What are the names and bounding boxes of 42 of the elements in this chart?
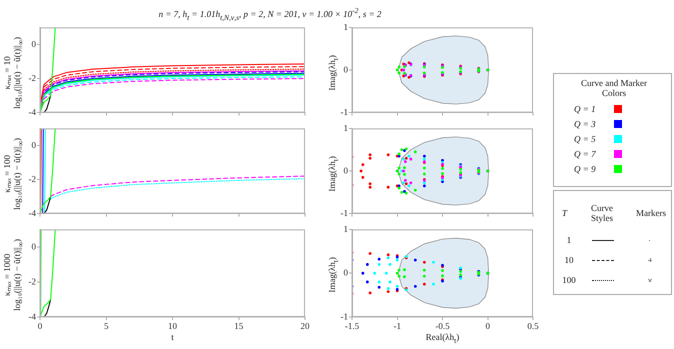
y-tick-label: 0 <box>32 241 36 252</box>
legend-label: Q = 1 <box>574 104 596 114</box>
text: 1 <box>566 235 572 245</box>
y-tick-label: 0 <box>344 268 348 278</box>
y-tick-label: -2 <box>28 276 36 286</box>
legend-label: Q = 3 <box>574 119 596 129</box>
text: Curve Styles <box>590 203 614 223</box>
y-tick-label: -2 <box>28 174 36 184</box>
x-tick-label: 15 <box>234 320 244 331</box>
legend-label: Q = 5 <box>574 134 596 144</box>
y-tick-label: -1 <box>340 208 348 218</box>
x-axis-title: t <box>170 332 175 342</box>
chart-title: n = 7, h$_{t}$ = 1.01h$_{t,N,ν,s}$, p = 2, N = 201, ν = 1.00 × 10$^{-2}$, s = 2 <box>158 6 382 23</box>
text: 100 <box>561 275 577 285</box>
text: 10 <box>564 255 574 265</box>
text: T <box>562 208 568 218</box>
legend-label: Q = 7 <box>574 149 596 159</box>
text: Markers <box>636 208 666 218</box>
y-tick-label: -4 <box>28 311 36 322</box>
y-tick-label: -1 <box>340 106 348 117</box>
y-tick-label: 1 <box>344 22 348 32</box>
x-tick-label: -0.5 <box>435 320 450 331</box>
y-tick-label: 1 <box>344 224 348 234</box>
y-tick-label: -4 <box>28 208 36 218</box>
x-tick-label: 5 <box>104 320 109 331</box>
x-tick-label: 10 <box>168 320 178 331</box>
legend-title: Curve and Marker Colors <box>580 78 648 98</box>
y-tick-label: -4 <box>28 106 36 117</box>
x-tick-label: 0.5 <box>527 320 540 331</box>
y-tick-label: -2 <box>28 72 36 83</box>
x-tick-label: 20 <box>300 320 310 331</box>
legend-label: Q = 9 <box>574 164 596 174</box>
x-axis-title: Real(λh$_{t}$) <box>424 332 460 346</box>
y-tick-label: 0 <box>344 165 348 176</box>
x-tick-label: -1 <box>394 320 401 331</box>
y-tick-label: 0 <box>344 64 348 74</box>
y-tick-label: -1 <box>340 311 348 322</box>
y-tick-label: 0 <box>32 140 36 150</box>
y-tick-label: 1 <box>344 122 348 133</box>
x-tick-label: -1.5 <box>344 320 360 331</box>
x-tick-label: 0 <box>486 320 490 331</box>
y-tick-label: 0 <box>32 38 36 49</box>
